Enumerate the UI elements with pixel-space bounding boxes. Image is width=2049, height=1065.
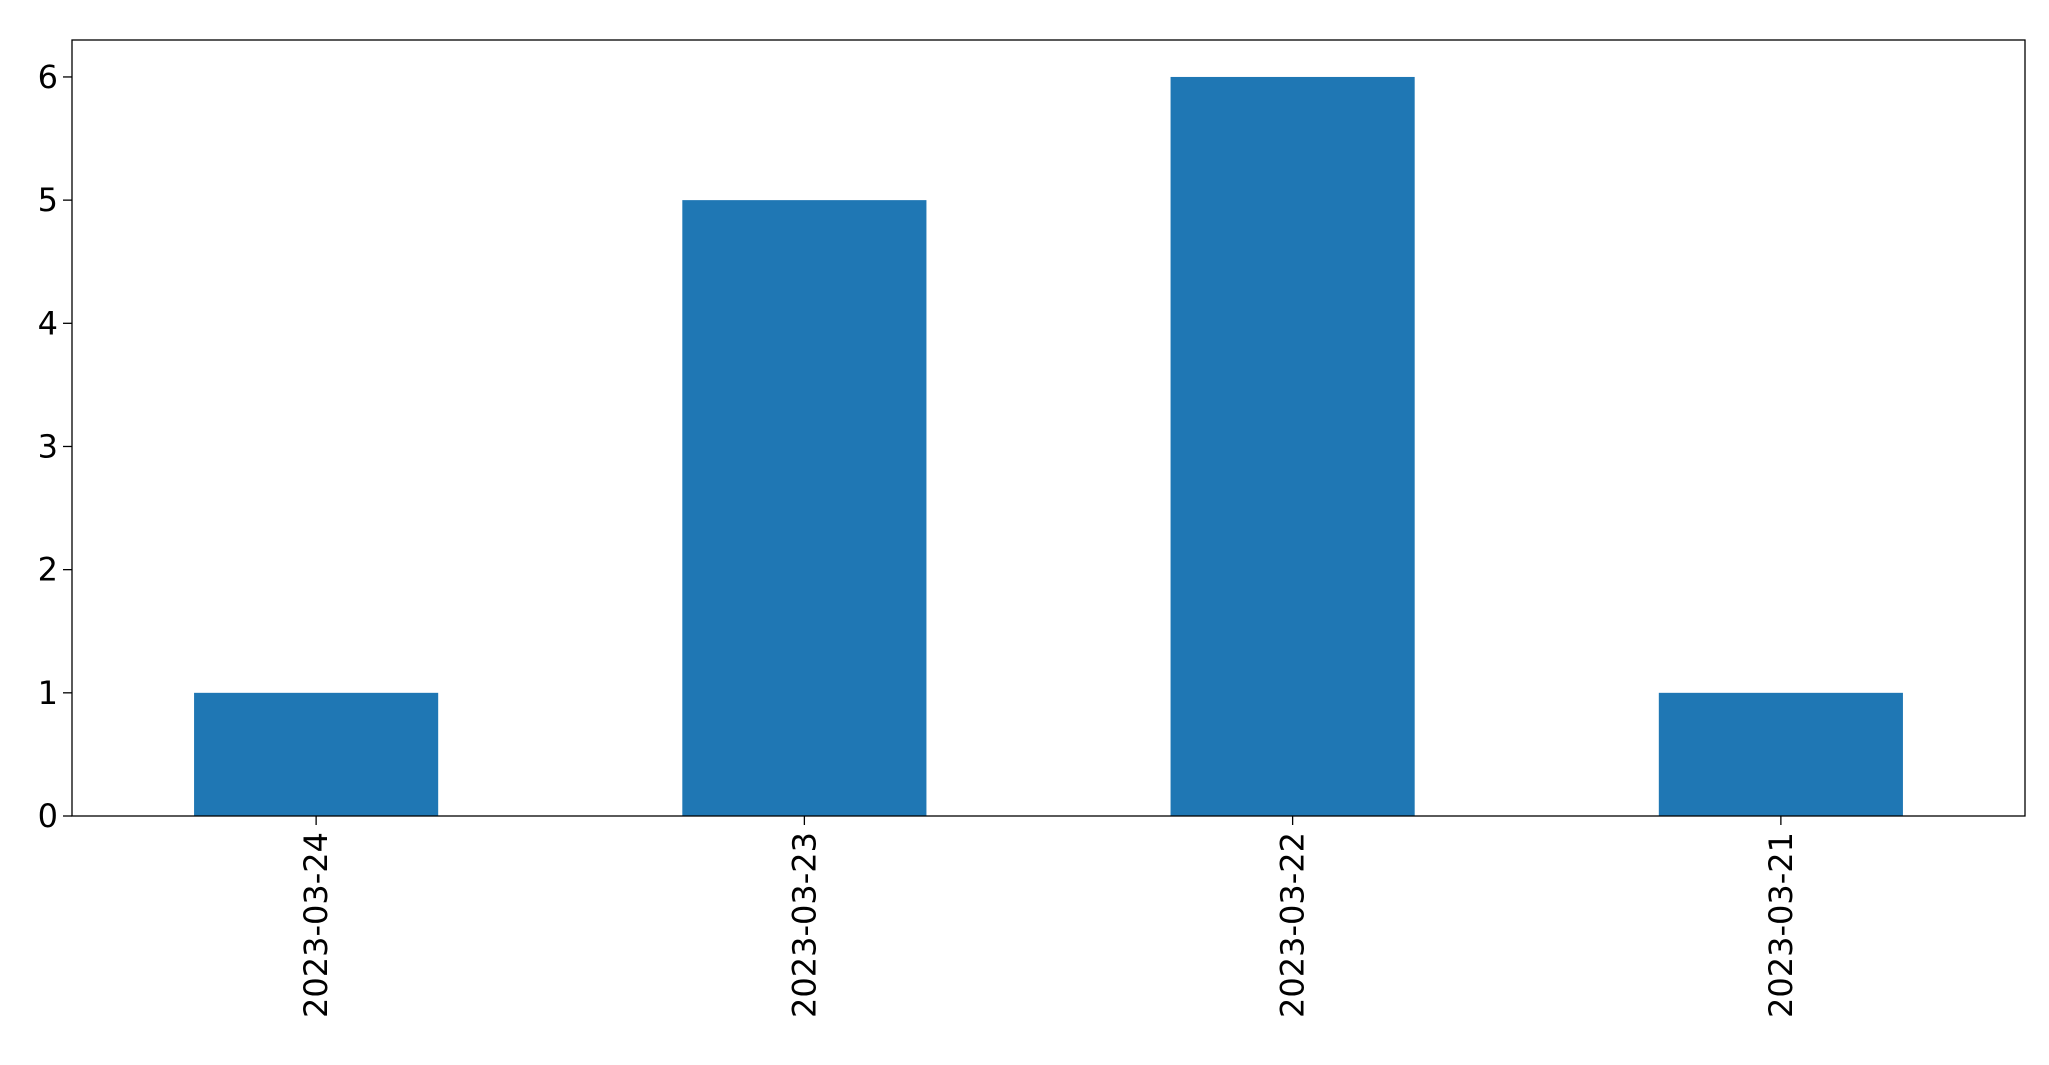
y-tick-label: 0 bbox=[38, 797, 58, 835]
y-tick-label: 4 bbox=[38, 304, 58, 342]
bar-2023-03-24 bbox=[194, 692, 439, 816]
plot-frame bbox=[71, 39, 2026, 817]
x-axis: 2023-03-24 2023-03-23 2023-03-22 2023-03-21 bbox=[297, 816, 1800, 1018]
bar-2023-03-22 bbox=[1170, 76, 1415, 816]
bars bbox=[194, 76, 1903, 817]
y-tick-label: 3 bbox=[38, 427, 58, 465]
x-tick-label: 2023-03-21 bbox=[1762, 832, 1800, 1018]
y-tick-label: 2 bbox=[38, 551, 58, 589]
bar-2023-03-21 bbox=[1658, 692, 1903, 816]
y-tick-label: 5 bbox=[38, 181, 58, 219]
x-tick-label: 2023-03-24 bbox=[297, 832, 335, 1018]
y-tick-label: 6 bbox=[38, 58, 58, 96]
y-axis: 0 1 2 3 4 5 6 bbox=[38, 58, 72, 835]
x-tick-label: 2023-03-22 bbox=[1274, 832, 1312, 1018]
y-tick-label: 1 bbox=[38, 674, 58, 712]
x-tick-label: 2023-03-23 bbox=[785, 832, 823, 1018]
bar-2023-03-23 bbox=[682, 200, 927, 817]
